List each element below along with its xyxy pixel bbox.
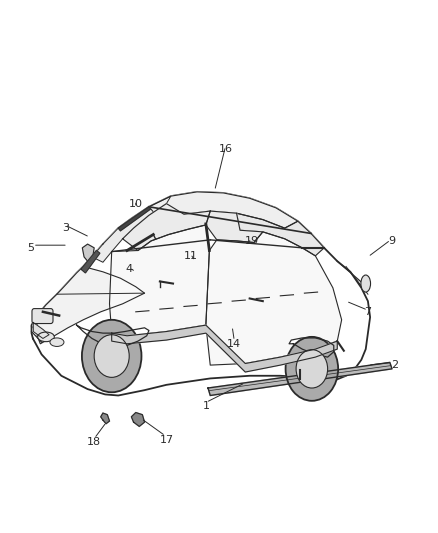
Text: 5: 5 bbox=[27, 243, 34, 253]
Text: 9: 9 bbox=[389, 236, 396, 246]
Text: 7: 7 bbox=[364, 307, 371, 317]
Polygon shape bbox=[101, 413, 110, 424]
Polygon shape bbox=[32, 192, 370, 395]
Text: 3: 3 bbox=[62, 223, 69, 233]
Text: 17: 17 bbox=[159, 435, 173, 445]
Polygon shape bbox=[206, 211, 263, 243]
Polygon shape bbox=[82, 244, 94, 261]
Polygon shape bbox=[118, 207, 151, 231]
Text: 14: 14 bbox=[227, 339, 241, 349]
Polygon shape bbox=[123, 204, 210, 251]
Polygon shape bbox=[81, 251, 100, 273]
Polygon shape bbox=[149, 192, 298, 228]
Polygon shape bbox=[77, 325, 149, 348]
Polygon shape bbox=[33, 322, 49, 338]
Ellipse shape bbox=[361, 275, 371, 292]
Circle shape bbox=[94, 335, 129, 377]
Polygon shape bbox=[206, 232, 342, 365]
Text: 2: 2 bbox=[391, 360, 398, 370]
Polygon shape bbox=[289, 338, 334, 357]
Circle shape bbox=[296, 350, 328, 388]
FancyBboxPatch shape bbox=[32, 309, 53, 324]
Text: 1: 1 bbox=[202, 401, 209, 411]
Polygon shape bbox=[37, 266, 145, 344]
Circle shape bbox=[286, 337, 338, 401]
Polygon shape bbox=[110, 225, 209, 336]
Polygon shape bbox=[92, 196, 171, 262]
Circle shape bbox=[82, 320, 141, 392]
Text: 18: 18 bbox=[87, 438, 101, 447]
Ellipse shape bbox=[50, 338, 64, 346]
Polygon shape bbox=[237, 213, 324, 256]
Polygon shape bbox=[131, 413, 145, 426]
Text: 11: 11 bbox=[184, 251, 198, 261]
Text: 19: 19 bbox=[245, 236, 259, 246]
Polygon shape bbox=[112, 325, 337, 372]
Polygon shape bbox=[208, 362, 392, 395]
Text: 4: 4 bbox=[126, 264, 133, 274]
Text: 16: 16 bbox=[219, 144, 233, 154]
Text: 10: 10 bbox=[129, 199, 143, 208]
Ellipse shape bbox=[38, 332, 54, 342]
